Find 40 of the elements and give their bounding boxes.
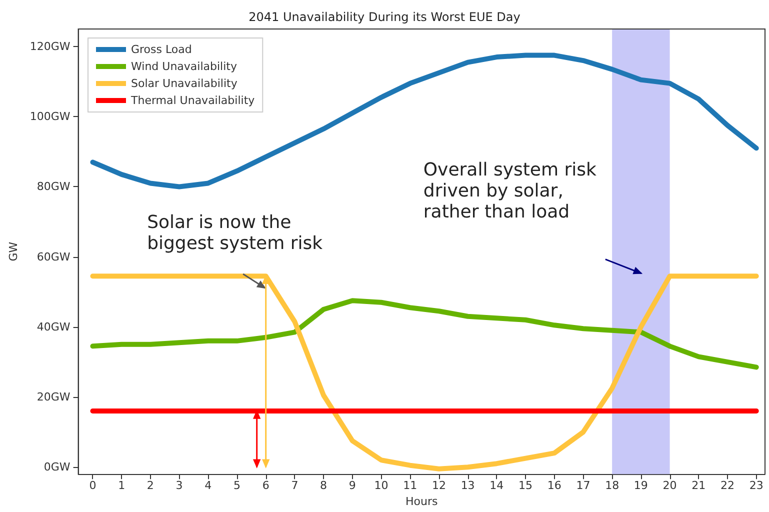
annotation: Solar is now the biggest system risk — [147, 212, 324, 254]
x-tick-label: 16 — [547, 479, 562, 492]
y-tick-label: 80GW — [36, 180, 70, 194]
y-tick-label: 60GW — [36, 250, 70, 264]
x-tick-label: 15 — [518, 479, 533, 492]
x-tick-label: 1 — [118, 479, 126, 492]
x-axis-title: Hours — [406, 495, 438, 508]
legend-label: Wind Unavailability — [131, 60, 238, 73]
x-tick-label: 5 — [233, 479, 240, 492]
x-tick-label: 11 — [403, 479, 418, 492]
x-tick-label: 8 — [320, 479, 328, 492]
chart-title: 2041 Unavailability During its Worst EUE Day — [248, 10, 520, 24]
x-tick-label: 13 — [460, 479, 475, 492]
x-tick-label: 21 — [692, 479, 706, 492]
y-tick-label: 20GW — [36, 390, 70, 404]
x-tick-label: 23 — [749, 479, 764, 492]
y-tick-label: 100GW — [30, 110, 70, 124]
annotation: Overall system risk driven by solar, rather than load — [423, 159, 598, 222]
x-tick-label: 12 — [432, 479, 446, 492]
x-tick-label: 14 — [490, 479, 504, 492]
x-tick-label: 9 — [348, 479, 356, 492]
x-tick-label: 3 — [176, 479, 183, 492]
x-tick-label: 17 — [576, 479, 590, 492]
x-tick-label: 6 — [262, 479, 270, 492]
legend-label: Gross Load — [131, 43, 192, 56]
x-tick-label: 22 — [720, 479, 734, 492]
x-tick-label: 20 — [662, 479, 677, 492]
legend-label: Solar Unavailability — [131, 77, 238, 90]
x-tick-label: 4 — [204, 479, 212, 492]
x-tick-label: 7 — [291, 479, 298, 492]
legend-label: Thermal Unavailability — [130, 94, 256, 107]
y-tick-label: 120GW — [30, 40, 70, 54]
y-axis-title: GW — [7, 242, 20, 262]
x-tick-label: 10 — [374, 479, 388, 492]
x-tick-label: 18 — [605, 479, 620, 492]
y-tick-label: 40GW — [36, 320, 70, 334]
y-tick-label: 0GW — [44, 460, 70, 474]
x-tick-label: 2 — [146, 479, 154, 492]
x-tick-label: 19 — [634, 479, 648, 492]
x-tick-label: 0 — [89, 479, 96, 492]
